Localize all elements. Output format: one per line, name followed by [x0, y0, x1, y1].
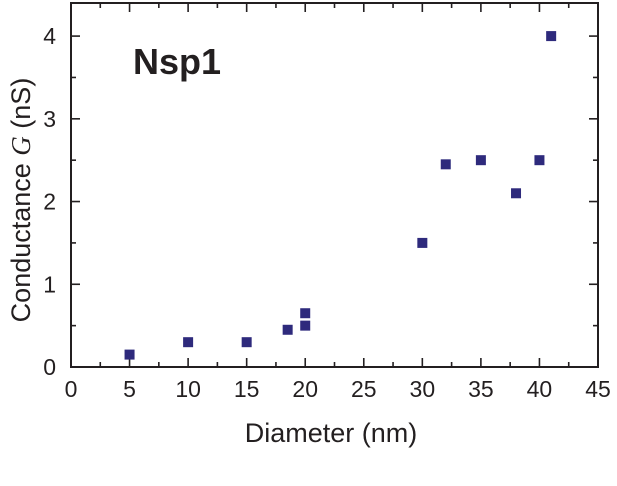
data-point [440, 159, 451, 170]
data-point [417, 237, 428, 248]
x-axis: 0 5 10 15 20 25 30 35 40 45 [65, 3, 611, 402]
x-tick-label: 15 [234, 376, 260, 402]
x-tick-label: 40 [527, 376, 553, 402]
data-point [475, 155, 486, 166]
data-point [546, 31, 557, 42]
x-tick-label: 5 [123, 376, 136, 402]
x-tick-label: 35 [468, 376, 494, 402]
y-tick-label: 1 [43, 271, 56, 297]
y-axis-label: Conductance G (nS) [6, 78, 36, 323]
data-point [183, 337, 194, 348]
y-axis: 0 1 2 3 4 [43, 23, 598, 380]
x-tick-label: 20 [292, 376, 318, 402]
data-point [300, 320, 311, 331]
x-tick-label: 45 [585, 376, 611, 402]
y-axis-label-suffix: (nS) [6, 78, 36, 137]
y-tick-label: 2 [43, 189, 56, 215]
x-tick-label: 10 [175, 376, 201, 402]
y-axis-label-symbol: G [6, 136, 36, 156]
data-point [124, 349, 135, 360]
x-tick-label: 0 [65, 376, 78, 402]
y-tick-label: 3 [43, 106, 56, 132]
data-point [300, 308, 311, 319]
x-tick-label: 30 [410, 376, 436, 402]
x-axis-label: Diameter (nm) [245, 418, 418, 448]
y-tick-label: 4 [43, 23, 56, 49]
data-point [241, 337, 252, 348]
data-points [124, 31, 557, 360]
data-point [534, 155, 545, 166]
data-point [511, 188, 522, 199]
data-point [282, 324, 293, 335]
y-axis-label-prefix: Conductance [6, 156, 36, 323]
x-tick-label: 25 [351, 376, 377, 402]
y-tick-label: 0 [43, 354, 56, 380]
chart-title: Nsp1 [133, 41, 221, 82]
